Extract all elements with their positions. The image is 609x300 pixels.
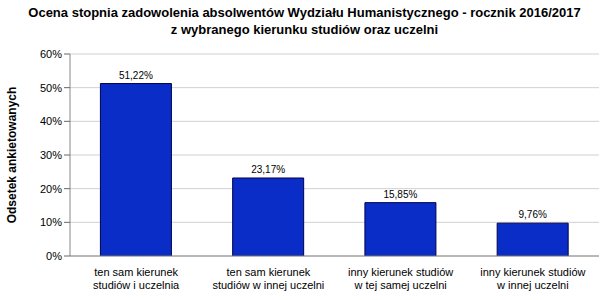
svg-text:23,17%: 23,17% — [251, 164, 285, 175]
svg-text:ten sam kierunekstudiów i ucze: ten sam kierunekstudiów i uczelnia — [93, 266, 180, 291]
svg-text:50%: 50% — [40, 82, 62, 94]
svg-text:40%: 40% — [40, 115, 62, 127]
svg-text:60%: 60% — [40, 48, 62, 60]
svg-text:ten sam kierunekstudiów w inne: ten sam kierunekstudiów w innej uczelni — [212, 266, 324, 291]
svg-text:inny kierunek studióww tej sam: inny kierunek studióww tej samej uczelni — [348, 266, 453, 291]
svg-text:15,85%: 15,85% — [383, 189, 417, 200]
svg-text:9,76%: 9,76% — [518, 209, 546, 220]
svg-text:inny kierunek studióww innej u: inny kierunek studióww innej uczelni — [480, 266, 585, 291]
svg-text:30%: 30% — [40, 149, 62, 161]
html-text:Ocena stopnia zadowolenia abso: Ocena stopnia zadowolenia absolwentów Wy… — [28, 5, 581, 37]
svg-text:0%: 0% — [46, 250, 62, 262]
svg-text:Odsetek ankietowanych: Odsetek ankietowanych — [8, 87, 19, 224]
svg-text:10%: 10% — [40, 216, 62, 228]
svg-text:51,22%: 51,22% — [119, 70, 153, 81]
svg-text:20%: 20% — [40, 183, 62, 195]
